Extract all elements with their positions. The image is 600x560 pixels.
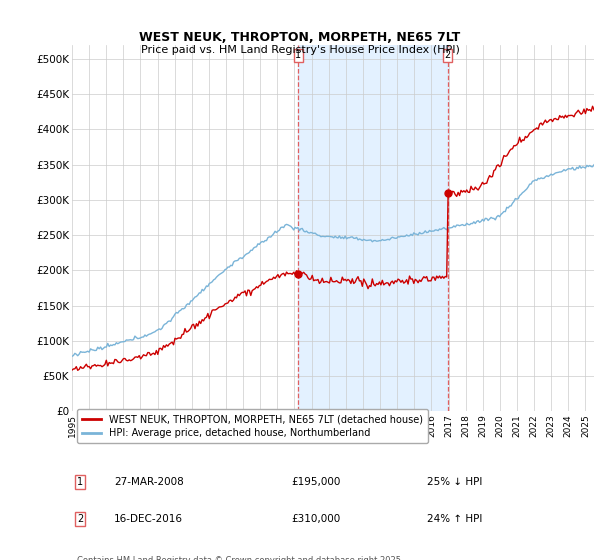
Text: 1: 1 [77, 477, 83, 487]
Text: 24% ↑ HPI: 24% ↑ HPI [427, 515, 482, 524]
Text: 25% ↓ HPI: 25% ↓ HPI [427, 477, 482, 487]
Text: 27-MAR-2008: 27-MAR-2008 [114, 477, 184, 487]
Text: 16-DEC-2016: 16-DEC-2016 [114, 515, 183, 524]
Text: £310,000: £310,000 [291, 515, 340, 524]
Text: WEST NEUK, THROPTON, MORPETH, NE65 7LT: WEST NEUK, THROPTON, MORPETH, NE65 7LT [139, 31, 461, 44]
Legend: WEST NEUK, THROPTON, MORPETH, NE65 7LT (detached house), HPI: Average price, det: WEST NEUK, THROPTON, MORPETH, NE65 7LT (… [77, 409, 428, 443]
Bar [298, 45, 448, 412]
Text: 1: 1 [295, 50, 301, 60]
Text: Price paid vs. HM Land Registry's House Price Index (HPI): Price paid vs. HM Land Registry's House … [140, 45, 460, 55]
Text: 2: 2 [445, 50, 451, 60]
Text: 2: 2 [77, 515, 83, 524]
Text: Contains HM Land Registry data © Crown copyright and database right 2025.
This d: Contains HM Land Registry data © Crown c… [77, 556, 404, 560]
Text: £195,000: £195,000 [291, 477, 341, 487]
